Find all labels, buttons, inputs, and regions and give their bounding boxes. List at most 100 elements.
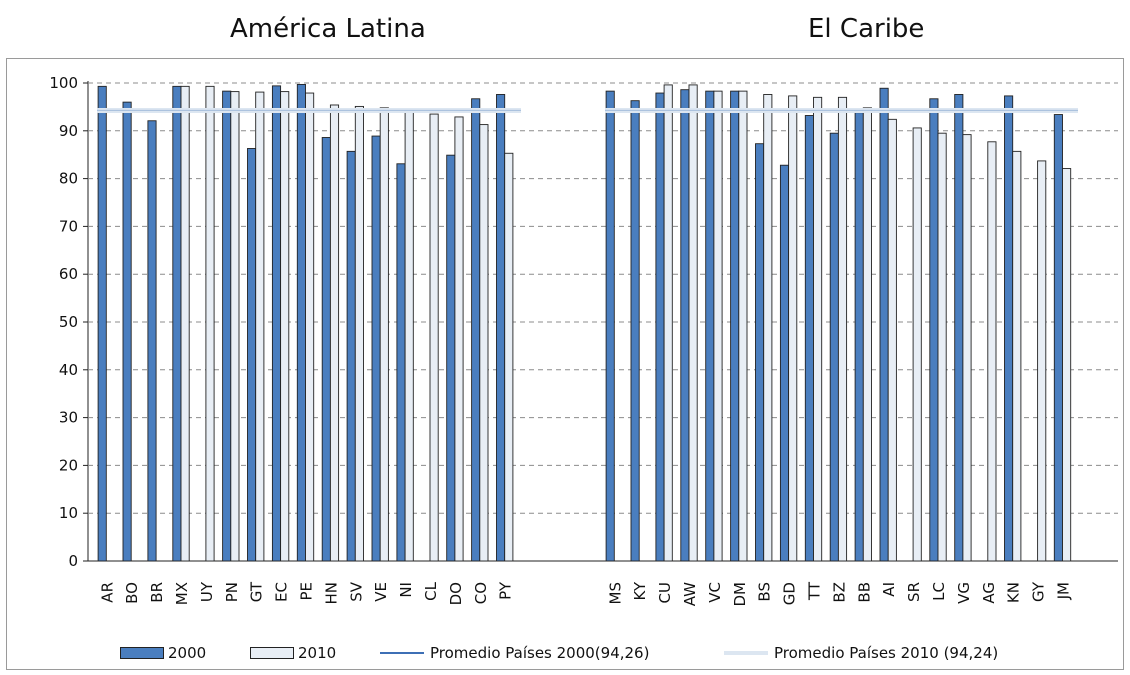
bar-2010-tt xyxy=(813,96,823,562)
y-tick-label-50: 50 xyxy=(59,313,78,331)
y-tick-label-30: 30 xyxy=(59,409,78,427)
bar-2010-aw xyxy=(688,84,698,562)
bar-2010-ag xyxy=(987,141,997,562)
x-tick-label-bs: BS xyxy=(756,582,774,602)
x-tick-label-sr: SR xyxy=(905,582,923,602)
bar-2000-bz xyxy=(829,132,839,562)
bar-2000-dm xyxy=(730,90,740,562)
bar-2010-cu xyxy=(663,84,673,562)
legend-item-average-2000: Promedio Países 2000(94,26) xyxy=(380,642,649,664)
bar-2000-bs xyxy=(755,143,765,562)
bar-2010-dm xyxy=(738,90,748,562)
x-tick-label-cu: CU xyxy=(656,582,674,603)
chart-frame xyxy=(6,58,1124,670)
x-tick-label-kn: KN xyxy=(1005,582,1023,603)
bar-2000-ky xyxy=(630,100,640,562)
bar-2010-jm xyxy=(1062,168,1072,562)
bar-2010-co xyxy=(479,124,489,562)
y-tick-label-60: 60 xyxy=(59,265,78,283)
x-tick-label-tt: TT xyxy=(805,581,823,601)
y-tick-label-90: 90 xyxy=(59,122,78,140)
legend-label-2010: 2010 xyxy=(298,644,337,662)
legend-swatch-2010 xyxy=(250,647,294,659)
bar-2000-pe xyxy=(296,83,306,562)
bar-2010-ve xyxy=(379,107,389,562)
bar-2000-ai xyxy=(879,87,889,562)
bar-2010-gd xyxy=(788,95,798,562)
x-tick-label-vc: VC xyxy=(706,582,724,603)
x-tick-label-ai: AI xyxy=(880,582,898,597)
bar-2010-kn xyxy=(1012,150,1022,562)
x-tick-label-do: DO xyxy=(447,582,465,605)
x-tick-label-ni: NI xyxy=(397,582,415,598)
legend-line-average-2010 xyxy=(724,651,768,655)
bar-2000-hn xyxy=(321,137,331,562)
bar-2000-cu xyxy=(655,92,665,562)
x-tick-label-ec: EC xyxy=(273,582,291,602)
bar-2000-ar xyxy=(97,85,107,562)
legend-line-average-2000 xyxy=(380,652,424,654)
bar-2000-kn xyxy=(1004,95,1014,562)
bar-2000-mx xyxy=(172,85,182,562)
bar-2010-ai xyxy=(887,118,897,562)
bar-2010-do xyxy=(454,116,464,562)
y-tick-label-10: 10 xyxy=(59,504,78,522)
bar-2000-ms xyxy=(605,90,615,562)
x-tick-label-gy: GY xyxy=(1030,581,1048,602)
bar-2010-sr xyxy=(912,127,922,562)
bar-2010-sv xyxy=(354,105,364,562)
legend-item-2000: 2000 xyxy=(120,642,206,664)
bar-2000-aw xyxy=(680,89,690,562)
bar-2000-py xyxy=(496,94,506,562)
x-tick-label-cl: CL xyxy=(422,581,440,600)
bar-2000-vg xyxy=(954,94,964,562)
x-tick-label-br: BR xyxy=(148,582,166,603)
y-tick-label-70: 70 xyxy=(59,217,78,235)
x-tick-label-py: PY xyxy=(497,581,515,600)
bar-chart: 0 10 20 30 40 50 60 70 80 90 100 AR BO BR MX UY PN GT EC PE… xyxy=(49,74,1118,607)
bar-2000-gd xyxy=(779,164,790,562)
bar-2010-bb xyxy=(862,107,872,562)
bar-2010-pn xyxy=(230,91,240,562)
x-tick-label-ky: KY xyxy=(631,581,649,600)
bar-2000-sv xyxy=(346,150,356,562)
x-tick-label-pe: PE xyxy=(297,582,315,601)
bar-2000-co xyxy=(471,98,481,562)
x-tick-label-vg: VG xyxy=(955,582,973,604)
bar-2000-gt xyxy=(247,148,257,562)
bar-2010-uy xyxy=(205,85,215,562)
bar-2000-bo xyxy=(122,101,132,562)
x-tick-label-ag: AG xyxy=(980,582,998,604)
x-tick-label-bz: BZ xyxy=(830,582,848,603)
x-tick-label-co: CO xyxy=(472,582,490,604)
bar-2000-do xyxy=(446,154,456,562)
bar-2010-bz xyxy=(837,96,848,562)
bar-2010-ec xyxy=(280,91,290,562)
group-title-el-caribe: El Caribe xyxy=(808,14,925,44)
bar-2010-gy xyxy=(1037,160,1047,562)
x-tick-label-pn: PN xyxy=(223,582,241,602)
x-tick-label-gd: GD xyxy=(781,582,799,605)
x-tick-label-aw: AW xyxy=(681,582,699,606)
bar-2010-lc xyxy=(937,132,947,562)
x-tick-label-lc: LC xyxy=(930,582,948,601)
bar-2000-tt xyxy=(804,115,814,562)
y-tick-label-40: 40 xyxy=(59,361,78,379)
bar-2000-lc xyxy=(929,98,939,562)
x-tick-label-bb: BB xyxy=(855,582,873,603)
bar-2010-ni xyxy=(404,111,414,562)
bar-2010-cl xyxy=(429,113,439,562)
x-tick-label-mx: MX xyxy=(173,582,191,605)
x-tick-label-ar: AR xyxy=(98,582,116,603)
bar-2010-vc xyxy=(713,90,723,562)
x-tick-label-jm: JM xyxy=(1054,582,1072,600)
bar-2010-vg xyxy=(962,134,972,562)
x-tick-label-dm: DM xyxy=(731,582,749,607)
x-tick-label-ms: MS xyxy=(606,582,624,604)
bar-2010-py xyxy=(504,152,514,562)
x-tick-label-sv: SV xyxy=(347,581,365,602)
y-tick-label-0: 0 xyxy=(68,552,78,570)
x-tick-label-hn: HN xyxy=(322,582,340,605)
legend-item-2010: 2010 xyxy=(250,642,336,664)
y-tick-label-100: 100 xyxy=(49,74,78,92)
